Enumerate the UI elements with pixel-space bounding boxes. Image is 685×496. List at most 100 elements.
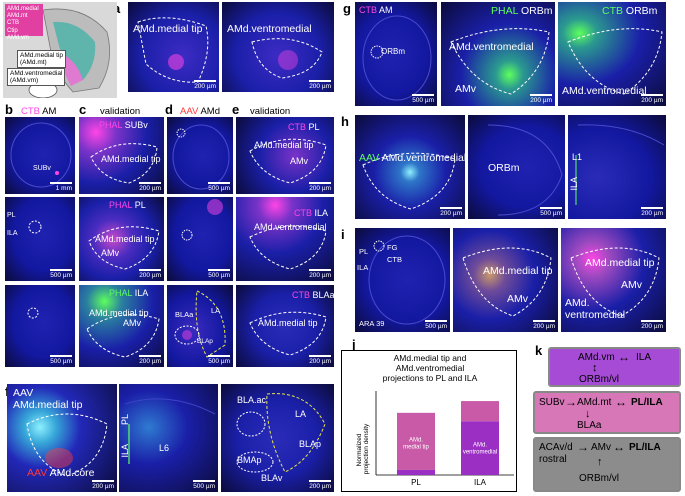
scale-bar: 1 mm xyxy=(49,182,73,192)
header-c: validation xyxy=(100,106,141,117)
scale-bar: 500 µm xyxy=(50,269,72,279)
brain-section xyxy=(362,15,432,101)
box2-right: PL/ILA xyxy=(631,397,663,408)
panel-e-row1: CTB PL AMd.medial tip AMv 200 µm xyxy=(236,117,334,194)
segment-label-1-0: AMd. xyxy=(473,442,487,448)
box1-left: AMd.vm xyxy=(578,352,615,363)
tracer-phal: PHAL xyxy=(491,5,519,17)
tracer-ctb: CTB xyxy=(288,122,306,132)
chart-title-line1: AMd.ventromedial xyxy=(395,362,465,373)
panel-d-row3: BLAa LA BLAp 500 µm xyxy=(167,285,233,367)
header-b-region: AM xyxy=(42,106,57,117)
roi-outline xyxy=(249,225,327,270)
box3-left1: ACAv/d xyxy=(539,442,573,453)
box2-arrow1: → xyxy=(565,395,577,409)
legend2-line0: AMd.ventromedial xyxy=(10,70,63,77)
label-aav: AAV xyxy=(13,387,34,399)
roi-outline xyxy=(88,226,160,270)
scale-bar: 200 µm xyxy=(139,269,161,279)
header-d-tracer: AAV xyxy=(180,106,199,117)
region-orbm: ORBm xyxy=(520,5,553,17)
region-pl: PL xyxy=(308,122,320,132)
label-medial-tip: AMd.medial tip xyxy=(585,257,655,269)
label-tracer: CTB ORBm xyxy=(602,5,657,17)
label-blaa: BLAa xyxy=(175,310,194,319)
panel-i-image-fg: AMd.medial tip AMv 200 µm xyxy=(453,228,558,332)
header-e: validation xyxy=(250,106,291,117)
legend1-line0: AMd.medial tip xyxy=(20,52,63,59)
box1-arrow: ↔ xyxy=(618,350,630,364)
box3-bottom: ORBm/vl xyxy=(579,473,619,484)
label-ventromedial: AMd.ventromedial xyxy=(449,41,534,53)
panel-letter-i: i xyxy=(341,227,345,242)
y-axis-label: Normalized projection density xyxy=(356,423,370,474)
region-ila: ILA xyxy=(134,288,149,298)
label-medial-tip: AMd.medial tip xyxy=(254,140,314,150)
panel-letter-j: j xyxy=(352,337,356,352)
box2-left: SUBv xyxy=(539,397,565,408)
label-bla-ac: BLA.ac xyxy=(237,395,267,405)
cortex-section xyxy=(575,124,665,205)
label-amv: AMv xyxy=(101,248,119,258)
panel-g-image-ctb: CTB AM ORBm 500 µm xyxy=(355,2,437,106)
tracer-ctb: CTB xyxy=(359,5,377,15)
panel-g-image-ctb-orbm: CTB ORBm AMd.ventromedial 200 µm xyxy=(558,2,666,106)
tracer-phal: PHAL xyxy=(109,288,133,298)
scale-bar: 500 µm xyxy=(208,182,230,192)
chart-title-line0: AMd.medial tip and xyxy=(393,353,467,363)
label-l6: L6 xyxy=(159,443,170,453)
box1-vertical-arrow: ↕ xyxy=(592,362,598,374)
label-tracer: PHAL SUBv xyxy=(99,120,148,130)
inset-text-3: Ctip xyxy=(7,27,18,34)
chart-title-line2: projections to PL and ILA xyxy=(382,372,478,383)
panel-letter-h: h xyxy=(341,114,349,129)
tracer-aav: AAV xyxy=(359,152,380,164)
label-tracer: AAV AMd.ventromedial xyxy=(359,152,465,164)
label-tracer: CTB AM xyxy=(359,5,393,15)
panel-h-image-aav: AAV AMd.ventromedial 200 µm xyxy=(355,115,465,219)
bar-pl-series-0 xyxy=(397,469,435,475)
label-ila: ILA xyxy=(120,444,130,458)
tracer-ctb: CTB xyxy=(292,290,310,300)
label-la: LA xyxy=(211,306,221,315)
panel-a-inset-diagram: AMd.medial AMd.mt CTB Ctip AMd.vm AMd.me… xyxy=(3,2,117,98)
legend2-line1: (AMd.vm) xyxy=(10,77,39,85)
label-amv: AMv xyxy=(290,156,308,166)
scale-bar: 500 µm xyxy=(540,207,562,217)
region-blaa: BLAa xyxy=(312,290,334,300)
inset-text-4: AMd.vm xyxy=(7,34,30,41)
panel-f-image-pl-ila: PL ILA L6 500 µm xyxy=(119,384,218,492)
panel-a-image-medial-tip: AMd.medial tip 200 µm xyxy=(128,2,219,92)
panel-letter-e: e xyxy=(232,102,240,117)
chart-svg: Normalized projection density PL ILAAMd.m… xyxy=(356,391,514,487)
panel-c-row2: PHAL PL AMd.medial tip AMv 200 µm xyxy=(79,197,164,281)
box1-bottom: ORBm/vl xyxy=(579,374,619,385)
label-subv: SUBv xyxy=(33,165,51,172)
brain-section xyxy=(27,307,39,319)
tracer-ctb: CTB xyxy=(602,5,623,17)
label-medial-tip: AMd.medial tip xyxy=(483,265,553,277)
bar-ila-series-1 xyxy=(461,401,499,422)
label-pl: PL xyxy=(359,247,369,256)
scale-bar: 200 µm xyxy=(194,80,216,90)
roi-outline xyxy=(462,247,552,317)
x-tick-label-ila: ILA xyxy=(474,478,487,487)
x-tick-label-pl: PL xyxy=(411,478,421,487)
region-core: AMd.core xyxy=(49,467,95,479)
panel-letter-c: c xyxy=(79,102,87,117)
inset-text-0: AMd.medial xyxy=(7,6,39,12)
cortex-section xyxy=(124,398,216,464)
legend1-line1: (AMd.mt) xyxy=(20,59,47,67)
label-tracer: CTB PL xyxy=(288,122,320,132)
label-ventromedial: AMd.ventromedial xyxy=(562,85,647,97)
scale-bar: 200 µm xyxy=(309,355,331,365)
scale-bar: 200 µm xyxy=(92,480,114,490)
panel-letter-d: d xyxy=(165,102,173,117)
scale-bar: 500 µm xyxy=(193,480,215,490)
box2-middle: AMd.mt xyxy=(577,397,612,408)
brain-section xyxy=(181,199,223,241)
scale-bar: 200 µm xyxy=(309,269,331,279)
region-ventromedial: AMd.ventromedial xyxy=(381,152,465,164)
panel-b-row3: 500 µm xyxy=(5,285,75,367)
label-ventromedial: ventromedial xyxy=(565,309,626,321)
